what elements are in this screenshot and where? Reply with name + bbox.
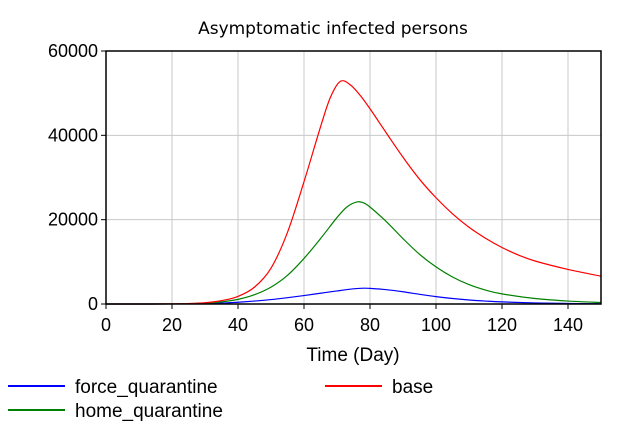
x-tick-label: 60 bbox=[294, 315, 314, 335]
x-tick-label: 0 bbox=[101, 315, 111, 335]
y-tick-label: 40000 bbox=[48, 125, 98, 145]
x-tick-label: 120 bbox=[487, 315, 517, 335]
y-tick-label: 20000 bbox=[48, 210, 98, 230]
legend: force_quarantine home_quarantine base bbox=[8, 377, 433, 422]
legend-label: base bbox=[392, 377, 433, 398]
x-axis-ticks: 0 20 40 60 80 100 120 140 bbox=[101, 304, 583, 335]
series-line-base bbox=[105, 80, 602, 305]
legend-label: home_quarantine bbox=[75, 401, 223, 422]
x-tick-label: 20 bbox=[162, 315, 182, 335]
x-axis-label: Time (Day) bbox=[306, 345, 399, 366]
chart-title: Asymptomatic infected persons bbox=[198, 19, 468, 39]
series-lines bbox=[105, 80, 602, 305]
x-tick-label: 80 bbox=[360, 315, 380, 335]
x-tick-label: 100 bbox=[421, 315, 451, 335]
legend-label: force_quarantine bbox=[75, 377, 218, 398]
x-tick-label: 140 bbox=[553, 315, 583, 335]
y-tick-label: 0 bbox=[88, 294, 98, 314]
y-tick-label: 60000 bbox=[48, 41, 98, 61]
grid bbox=[106, 51, 601, 304]
series-line-home-quarantine bbox=[105, 201, 602, 305]
plot-frame bbox=[105, 50, 602, 305]
series-line-force-quarantine bbox=[105, 287, 602, 305]
y-axis-ticks: 0 20000 40000 60000 bbox=[48, 41, 106, 314]
x-tick-label: 40 bbox=[228, 315, 248, 335]
